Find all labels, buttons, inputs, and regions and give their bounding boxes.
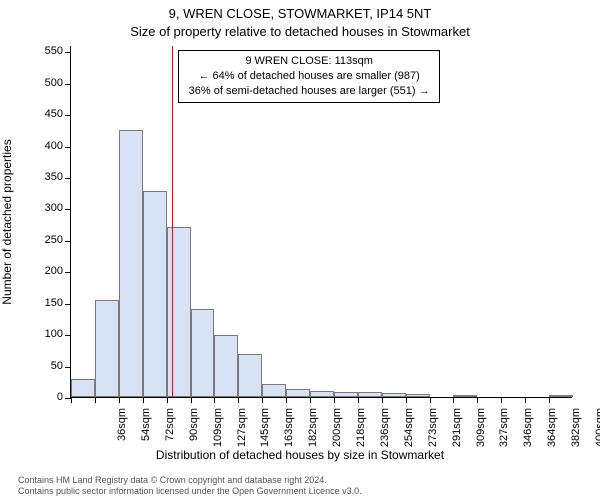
x-tick (358, 397, 359, 403)
y-tick-label: 500 (45, 77, 63, 89)
histogram-bar (334, 392, 358, 397)
y-tick-label: 100 (45, 328, 63, 340)
y-tick-label: 200 (45, 265, 63, 277)
histogram-bar (286, 389, 310, 397)
y-tick-label: 300 (45, 202, 63, 214)
credits-line2: Contains public sector information licen… (18, 486, 362, 497)
x-tick (286, 397, 287, 403)
histogram-bar (382, 393, 406, 397)
y-tick-label: 50 (51, 360, 63, 372)
x-tick (334, 397, 335, 403)
histogram-bar (453, 395, 477, 397)
y-axis-label: Number of detached properties (0, 139, 14, 304)
reference-line (172, 46, 173, 397)
histogram-bar (167, 227, 191, 397)
histogram-bar (143, 191, 167, 397)
histogram-bar (310, 391, 334, 397)
x-tick (525, 397, 526, 403)
x-axis-label: Distribution of detached houses by size … (0, 448, 600, 462)
x-tick (310, 397, 311, 403)
x-tick (119, 397, 120, 403)
histogram-bar (119, 130, 143, 397)
credits: Contains HM Land Registry data © Crown c… (18, 475, 362, 498)
reference-annotation-line: 9 WREN CLOSE: 113sqm (185, 54, 433, 69)
y-tick-label: 350 (45, 171, 63, 183)
x-tick (406, 397, 407, 403)
credits-line1: Contains HM Land Registry data © Crown c… (18, 475, 362, 486)
x-tick (501, 397, 502, 403)
histogram-bar (191, 309, 215, 397)
histogram-bar (238, 354, 262, 397)
y-tick-label: 450 (45, 108, 63, 120)
y-tick-label: 0 (57, 391, 63, 403)
histogram-bar (262, 384, 286, 397)
x-tick (238, 397, 239, 403)
x-tick (477, 397, 478, 403)
histogram-bar (358, 392, 382, 397)
histogram-bar (71, 379, 95, 397)
histogram-bar (95, 300, 119, 397)
x-tick (143, 397, 144, 403)
x-tick (382, 397, 383, 403)
histogram-bar (214, 335, 238, 397)
y-tick-label: 400 (45, 140, 63, 152)
x-tick (262, 397, 263, 403)
y-tick-label: 250 (45, 234, 63, 246)
x-tick (95, 397, 96, 403)
x-tick (191, 397, 192, 403)
y-tick-label: 150 (45, 297, 63, 309)
histogram-bar (406, 394, 430, 397)
x-tick (549, 397, 550, 403)
reference-annotation-line: 36% of semi-detached houses are larger (… (185, 84, 433, 99)
histogram-bar (549, 395, 573, 397)
reference-annotation-line: ← 64% of detached houses are smaller (98… (185, 69, 433, 84)
x-tick (453, 397, 454, 403)
y-tick-label: 550 (45, 45, 63, 57)
x-tick (71, 397, 72, 403)
x-tick (167, 397, 168, 403)
chart-title-subtitle: Size of property relative to detached ho… (0, 24, 600, 39)
chart-title-address: 9, WREN CLOSE, STOWMARKET, IP14 5NT (0, 6, 600, 21)
x-tick (430, 397, 431, 403)
histogram-plot: 05010015020025030035040045050055036sqm54… (70, 46, 572, 398)
x-tick (214, 397, 215, 403)
reference-annotation: 9 WREN CLOSE: 113sqm← 64% of detached ho… (178, 50, 440, 103)
